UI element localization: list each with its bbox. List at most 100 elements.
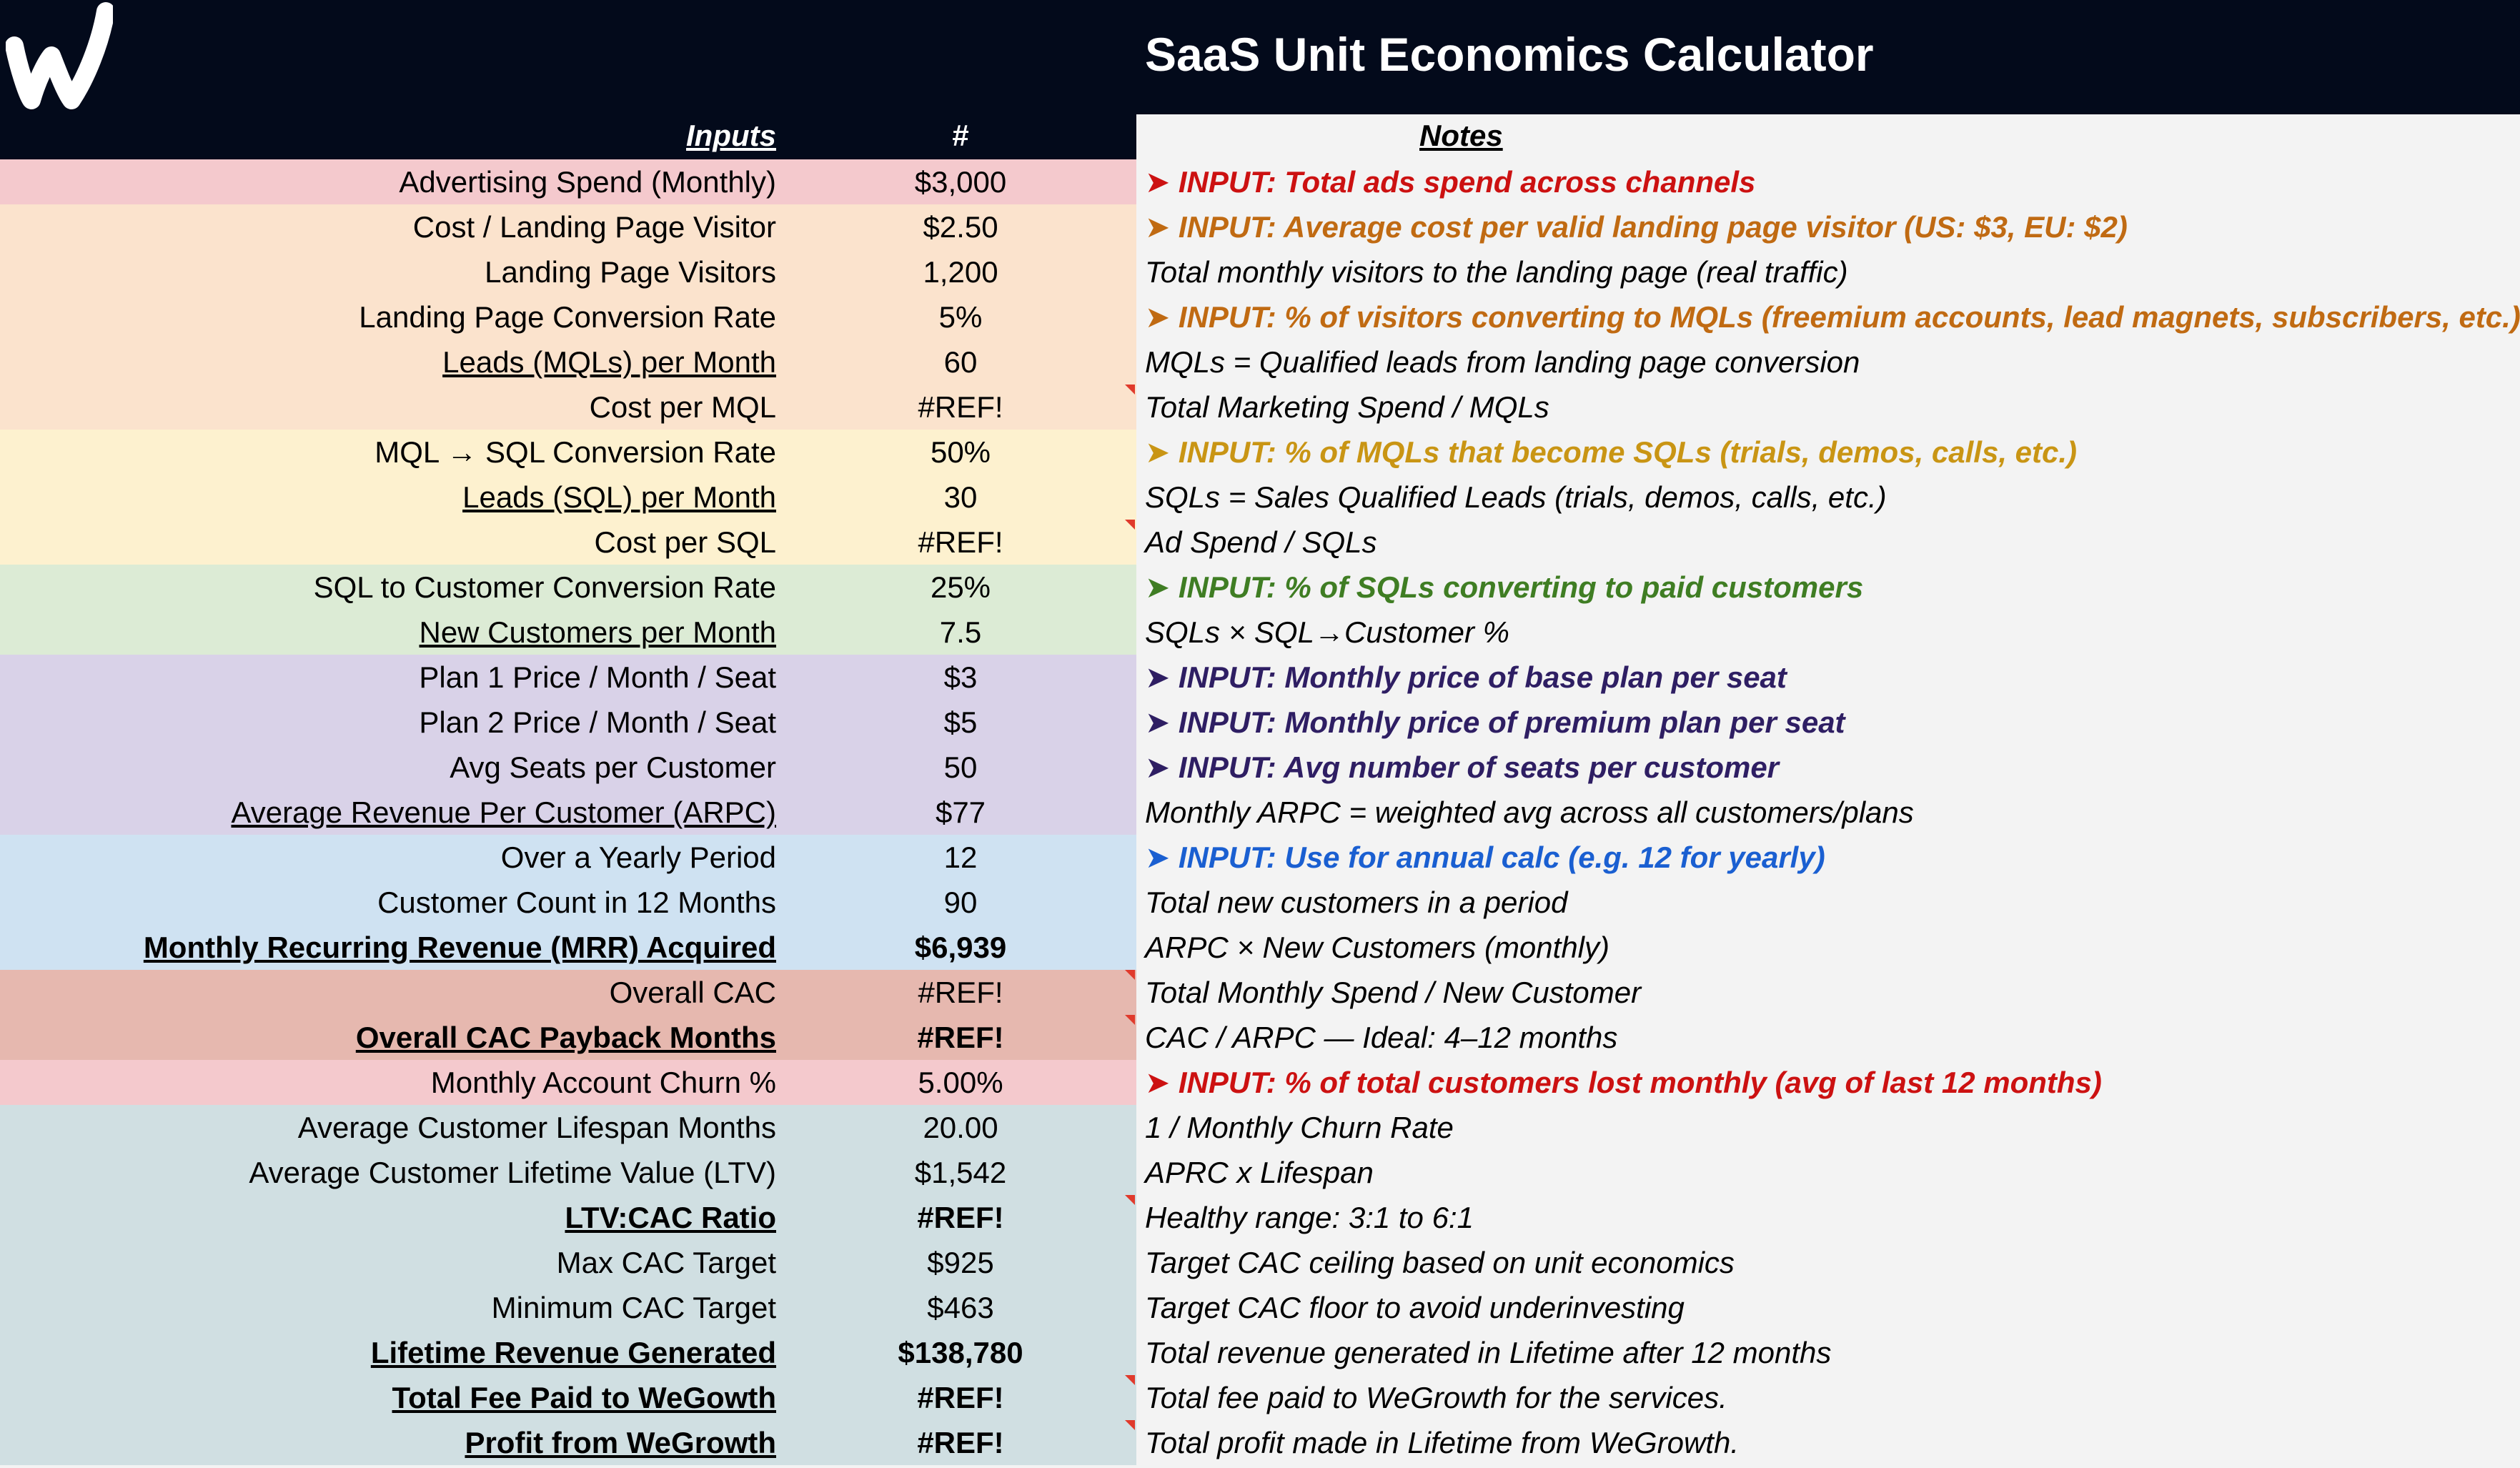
column-header-inputs: Inputs — [686, 119, 776, 152]
row-value-cell[interactable]: #REF! — [917, 1381, 1004, 1414]
row-value-cell[interactable]: $77 — [935, 795, 986, 829]
row-label: Landing Page Visitors — [485, 255, 776, 289]
row-label: Advertising Spend (Monthly) — [399, 165, 776, 199]
row-background — [0, 1150, 1136, 1195]
error-flag-icon — [1125, 520, 1135, 530]
row-value-cell[interactable]: #REF! — [917, 1021, 1004, 1054]
row-value-cell[interactable]: $925 — [927, 1246, 994, 1279]
row-value-cell[interactable]: #REF! — [918, 390, 1003, 424]
row-background — [0, 339, 1136, 385]
row-background — [0, 1330, 1136, 1375]
table-row: Cost per MQL #REF! Total Marketing Spend /… — [0, 385, 2520, 430]
row-value-cell[interactable]: 7.5 — [939, 615, 982, 649]
row-label: Overall CAC — [609, 976, 776, 1009]
row-label: Cost per SQL — [594, 525, 776, 559]
error-flag-icon — [1125, 1015, 1135, 1025]
row-value-cell[interactable]: $138,780 — [898, 1336, 1023, 1369]
row-note: APRC x Lifespan — [1145, 1156, 1374, 1189]
row-value-cell[interactable]: 12 — [943, 840, 978, 874]
table-row: Avg Seats per Customer 50 ➤ INPUT: Avg num… — [0, 745, 2520, 790]
row-note: ➤ INPUT: % of total customers lost month… — [1145, 1066, 2102, 1099]
table-row: Customer Count in 12 Months 90 Total new c… — [0, 880, 2520, 925]
table-row: Average Customer Lifetime Value (LTV) $1,… — [0, 1150, 2520, 1195]
table-row: Leads (SQL) per Month 30 SQLs = Sales Qual… — [0, 475, 2520, 520]
page-title: SaaS Unit Economics Calculator — [1145, 28, 1874, 81]
row-note: ➤ INPUT: % of SQLs converting to paid cu… — [1145, 570, 1864, 604]
row-label: Total Fee Paid to WeGowth — [392, 1381, 776, 1414]
row-background — [0, 1240, 1136, 1285]
row-label: New Customers per Month — [419, 615, 776, 649]
row-value-cell[interactable]: 50% — [930, 435, 991, 469]
row-background — [0, 204, 1136, 249]
row-background — [0, 970, 1136, 1015]
table-row: Lifetime Revenue Generated $138,780 Total … — [0, 1330, 2520, 1375]
table-row: New Customers per Month 7.5 SQLs × SQL→Cus… — [0, 610, 2520, 655]
row-label: Max CAC Target — [556, 1246, 776, 1279]
table-row: Average Customer Lifespan Months 20.00 1 /… — [0, 1105, 2520, 1150]
row-value-cell[interactable]: 90 — [943, 886, 978, 919]
error-flag-icon — [1125, 385, 1135, 395]
row-value-cell[interactable]: 60 — [943, 345, 978, 379]
row-label: Average Customer Lifetime Value (LTV) — [249, 1156, 776, 1189]
row-value-cell[interactable]: #REF! — [918, 976, 1003, 1009]
row-note: Total monthly visitors to the landing pa… — [1145, 255, 1848, 289]
table-row: Plan 1 Price / Month / Seat $3 ➤ INPUT: Mo… — [0, 655, 2520, 700]
error-flag-icon — [1125, 1375, 1135, 1385]
table-row: Total Fee Paid to WeGowth #REF! Total fee … — [0, 1375, 2520, 1420]
row-background — [0, 1105, 1136, 1150]
row-background — [0, 1375, 1136, 1420]
row-label: Overall CAC Payback Months — [355, 1021, 776, 1054]
row-value-cell[interactable]: 5% — [938, 300, 983, 334]
row-label: SQL to Customer Conversion Rate — [313, 570, 776, 604]
row-background — [0, 655, 1136, 700]
row-background — [0, 1195, 1136, 1240]
row-label: Over a Yearly Period — [500, 840, 776, 874]
row-value-cell[interactable]: $6,939 — [914, 931, 1007, 964]
row-note: Total Marketing Spend / MQLs — [1145, 390, 1549, 424]
row-note: CAC / ARPC — Ideal: 4–12 months — [1145, 1021, 1618, 1054]
row-value-cell[interactable]: 1,200 — [923, 255, 998, 289]
row-note: MQLs = Qualified leads from landing page… — [1145, 345, 1860, 379]
row-note: ➤ INPUT: Use for annual calc (e.g. 12 fo… — [1145, 840, 1825, 874]
header-bar: SaaS Unit Economics Calculator — [0, 0, 2520, 114]
row-note: 1 / Monthly Churn Rate — [1145, 1111, 1454, 1144]
table-row: Monthly Account Churn % 5.00% ➤ INPUT: % o… — [0, 1060, 2520, 1105]
row-background — [0, 249, 1136, 294]
row-value-cell[interactable]: 20.00 — [923, 1111, 998, 1144]
row-value-cell[interactable]: $5 — [943, 705, 978, 739]
row-note: Monthly ARPC = weighted avg across all c… — [1145, 795, 1914, 829]
row-value-cell[interactable]: 25% — [930, 570, 991, 604]
row-value-cell[interactable]: #REF! — [917, 1426, 1004, 1459]
row-note: Healthy range: 3:1 to 6:1 — [1145, 1201, 1474, 1234]
row-background — [0, 1060, 1136, 1105]
row-label: Leads (SQL) per Month — [462, 480, 776, 514]
row-value-cell[interactable]: $3,000 — [914, 165, 1007, 199]
row-value-cell[interactable]: $3 — [943, 660, 978, 694]
table-row: Over a Yearly Period 12 ➤ INPUT: Use for a… — [0, 835, 2520, 880]
row-note: ➤ INPUT: Total ads spend across channels — [1145, 165, 1756, 199]
row-value-cell[interactable]: #REF! — [918, 525, 1003, 559]
row-note: ➤ INPUT: Monthly price of premium plan p… — [1145, 705, 1845, 739]
column-header-bar — [0, 114, 1136, 159]
error-flag-icon — [1125, 1420, 1135, 1430]
table-row: Monthly Recurring Revenue (MRR) Acquired… — [0, 925, 2520, 970]
row-label: Lifetime Revenue Generated — [370, 1336, 776, 1369]
row-value-cell[interactable]: $463 — [927, 1291, 994, 1324]
row-value-cell[interactable]: $1,542 — [914, 1156, 1007, 1189]
row-value-cell[interactable]: 5.00% — [918, 1066, 1003, 1099]
row-value-cell[interactable]: 30 — [943, 480, 978, 514]
table-row: Landing Page Visitors 1,200 Total monthly … — [0, 249, 2520, 294]
row-label: Plan 1 Price / Month / Seat — [419, 660, 776, 694]
row-value-cell[interactable]: $2.50 — [923, 210, 998, 244]
table-row: SQL to Customer Conversion Rate 25% ➤ INPU… — [0, 565, 2520, 610]
row-note: Total Monthly Spend / New Customer — [1145, 976, 1642, 1009]
row-label: Avg Seats per Customer — [450, 750, 776, 784]
error-flag-icon — [1125, 970, 1135, 980]
row-value-cell[interactable]: #REF! — [917, 1201, 1004, 1234]
row-background — [0, 1420, 1136, 1465]
row-background — [0, 835, 1136, 880]
row-label: Average Revenue Per Customer (ARPC) — [231, 795, 776, 829]
row-note: Ad Spend / SQLs — [1145, 525, 1377, 559]
row-value-cell[interactable]: 50 — [943, 750, 978, 784]
table-row: Cost / Landing Page Visitor $2.50 ➤ INPUT:… — [0, 204, 2520, 249]
